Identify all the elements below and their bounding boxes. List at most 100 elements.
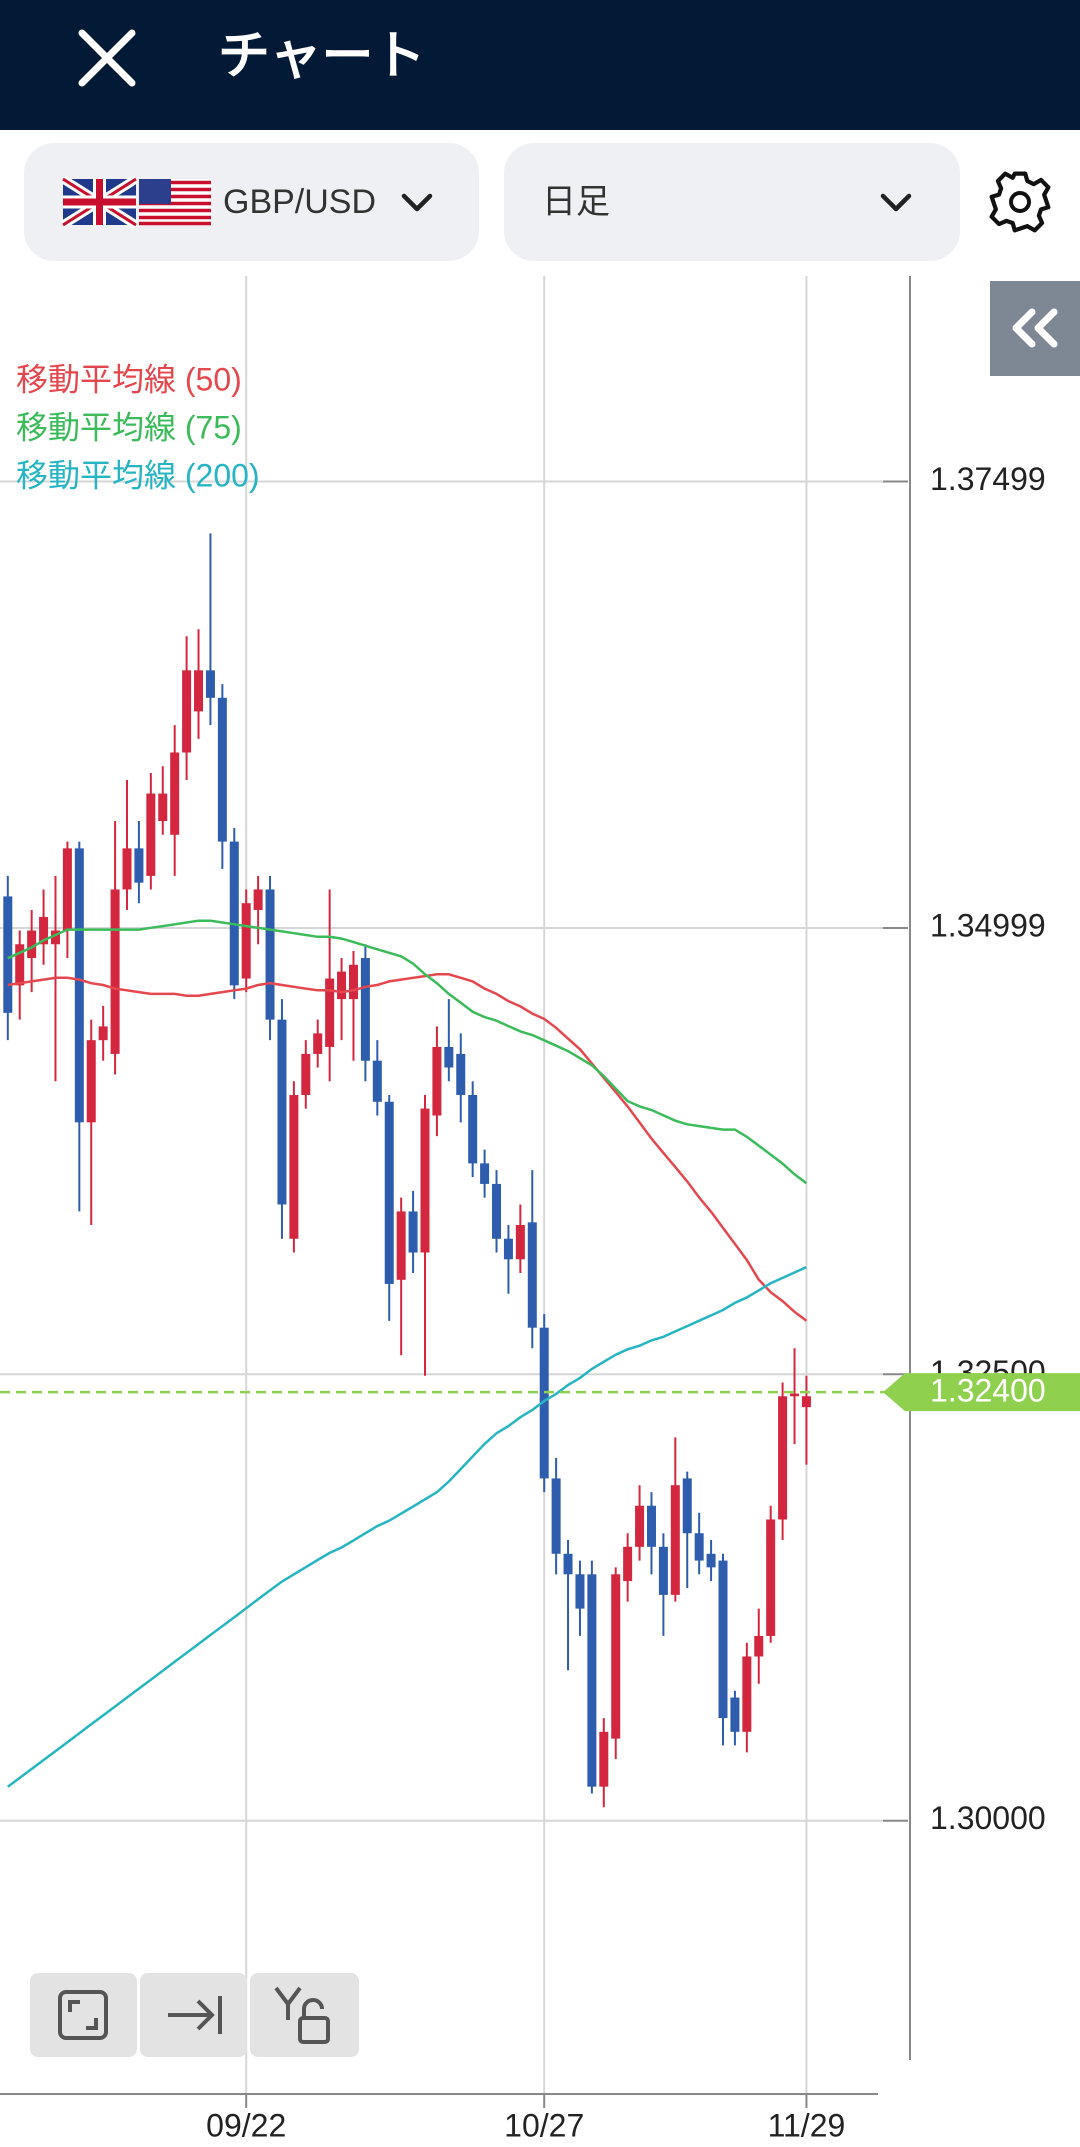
candle-body (98, 1026, 108, 1041)
pair-selector-bg (24, 143, 479, 261)
close-button[interactable] (78, 29, 136, 87)
candle-body (396, 1211, 406, 1280)
candle-body (718, 1560, 728, 1719)
candle-body (456, 1053, 466, 1095)
us-flag (139, 179, 211, 226)
candle-body (635, 1505, 645, 1547)
candle-body (503, 1238, 513, 1260)
header-bar (0, 0, 1080, 130)
candle-body (432, 1046, 442, 1116)
scroll-latest-button[interactable] (140, 1973, 247, 2057)
y-tick-label: 1.37499 (930, 461, 1046, 497)
candle-body (253, 889, 263, 910)
double-chevron-left (1012, 308, 1058, 348)
candle-body (384, 1101, 394, 1284)
moving-average-line (7, 973, 808, 1322)
candle-body (277, 1019, 287, 1205)
legend-entry: 移動平均線 (50) (16, 361, 242, 397)
candle-body (348, 964, 358, 1000)
flag-part (139, 180, 211, 226)
candle-body (110, 889, 120, 1054)
candle-body (444, 1046, 454, 1068)
collapse-panel-button[interactable] (990, 281, 1080, 376)
x-tick-label: 09/22 (206, 2107, 286, 2143)
candle-body (658, 1546, 668, 1595)
fullscreen-icon (58, 1990, 108, 2040)
candle-body (86, 1040, 96, 1123)
candle-body (599, 1731, 609, 1787)
candle-body (265, 889, 275, 1020)
y-lock-icon (298, 2016, 330, 2044)
candle-body (587, 1574, 597, 1787)
candle-body (39, 916, 49, 945)
candle-body (742, 1656, 752, 1732)
candle-body (3, 896, 13, 1013)
candle-body (313, 1033, 323, 1054)
y-lock-icon (274, 1986, 302, 2020)
candle-body (229, 841, 239, 986)
candle-body (539, 1327, 549, 1479)
candle-body (790, 1393, 800, 1397)
moving-average-line (7, 1265, 807, 1788)
candle-body (706, 1553, 716, 1568)
timeframe-selector-bg (504, 143, 960, 261)
candle-body (15, 944, 25, 986)
scroll-latest-icon (168, 1996, 222, 2034)
current-price-badge (883, 1373, 1080, 1412)
candle-body (778, 1396, 788, 1520)
candle-body (122, 848, 132, 890)
candle-body (134, 848, 144, 883)
pair-label: GBP/USD (223, 183, 376, 221)
gear-hole (1009, 191, 1031, 213)
close-icon-stroke (78, 29, 136, 87)
candle-body (480, 1163, 490, 1184)
candle-body (801, 1396, 811, 1408)
timeframe-label: 日足 (542, 183, 610, 221)
candle-body (515, 1225, 525, 1260)
candle-body (146, 793, 156, 876)
chart-tools (30, 1973, 359, 2057)
candle-body (754, 1635, 764, 1657)
legend-entry: 移動平均線 (75) (16, 409, 242, 445)
candle-body (682, 1478, 692, 1534)
candle-body (325, 978, 335, 1047)
candle-body (360, 958, 370, 1061)
candle-body (194, 670, 204, 712)
x-tick-label: 11/29 (768, 2107, 846, 2143)
flag-part (63, 179, 136, 225)
candle-body (205, 670, 215, 698)
candle-body (182, 670, 192, 753)
candle-body (468, 1094, 478, 1164)
candle-body (563, 1553, 573, 1575)
candle-body (301, 1053, 311, 1095)
uk-flag (60, 175, 139, 229)
timeframe-selector[interactable]: 日足 (504, 143, 960, 261)
pair-selector[interactable]: GBP/USD (24, 143, 479, 261)
y-tick-label: 1.34999 (930, 907, 1046, 943)
candle-body (170, 752, 180, 835)
settings-button[interactable] (989, 171, 1051, 233)
candle-body (527, 1222, 537, 1328)
gear-icon (989, 171, 1051, 233)
current-price-label: 1.32400 (930, 1373, 1046, 1409)
moving-average-line (7, 919, 808, 1185)
fullscreen-button[interactable] (30, 1973, 137, 2057)
candle-body (646, 1505, 656, 1547)
candle-body (420, 1108, 430, 1253)
candle-body (623, 1546, 633, 1582)
candle-body (74, 848, 84, 1123)
header-title: チャート (218, 28, 425, 86)
candle-body (670, 1485, 680, 1595)
y-lock-button[interactable] (250, 1973, 359, 2057)
candle-body (611, 1574, 621, 1739)
candle-body (694, 1533, 704, 1561)
candle-body (372, 1060, 382, 1102)
candle-body (62, 848, 72, 931)
candle-body (551, 1478, 561, 1554)
candle-body (50, 930, 60, 945)
candle-body (575, 1574, 585, 1609)
candle-body (408, 1211, 418, 1253)
